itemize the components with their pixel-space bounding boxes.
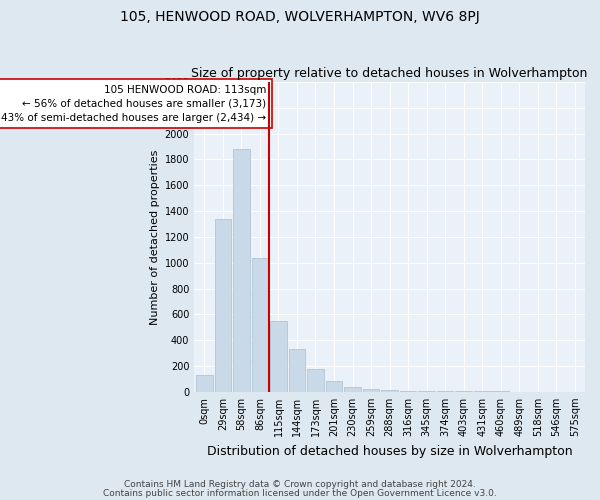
Bar (437, 391, 454, 392)
Bar (400, 390, 416, 392)
Bar (363, 389, 379, 392)
Title: Size of property relative to detached houses in Wolverhampton: Size of property relative to detached ho… (191, 66, 588, 80)
X-axis label: Distribution of detached houses by size in Wolverhampton: Distribution of detached houses by size … (207, 444, 572, 458)
Bar (418, 391, 435, 392)
Text: Contains HM Land Registry data © Crown copyright and database right 2024.: Contains HM Land Registry data © Crown c… (124, 480, 476, 489)
Bar (196, 375, 212, 392)
Bar (381, 390, 398, 392)
Bar (307, 369, 324, 392)
Bar (289, 349, 305, 392)
Bar (251, 258, 268, 392)
Bar (270, 321, 287, 392)
Text: Contains public sector information licensed under the Open Government Licence v3: Contains public sector information licen… (103, 488, 497, 498)
Bar (344, 386, 361, 392)
Y-axis label: Number of detached properties: Number of detached properties (151, 149, 160, 324)
Bar (455, 391, 472, 392)
Bar (233, 149, 250, 392)
Bar (215, 219, 231, 392)
Text: 105, HENWOOD ROAD, WOLVERHAMPTON, WV6 8PJ: 105, HENWOOD ROAD, WOLVERHAMPTON, WV6 8P… (120, 10, 480, 24)
Bar (326, 382, 343, 392)
Text: 105 HENWOOD ROAD: 113sqm
← 56% of detached houses are smaller (3,173)
43% of sem: 105 HENWOOD ROAD: 113sqm ← 56% of detach… (1, 84, 266, 122)
